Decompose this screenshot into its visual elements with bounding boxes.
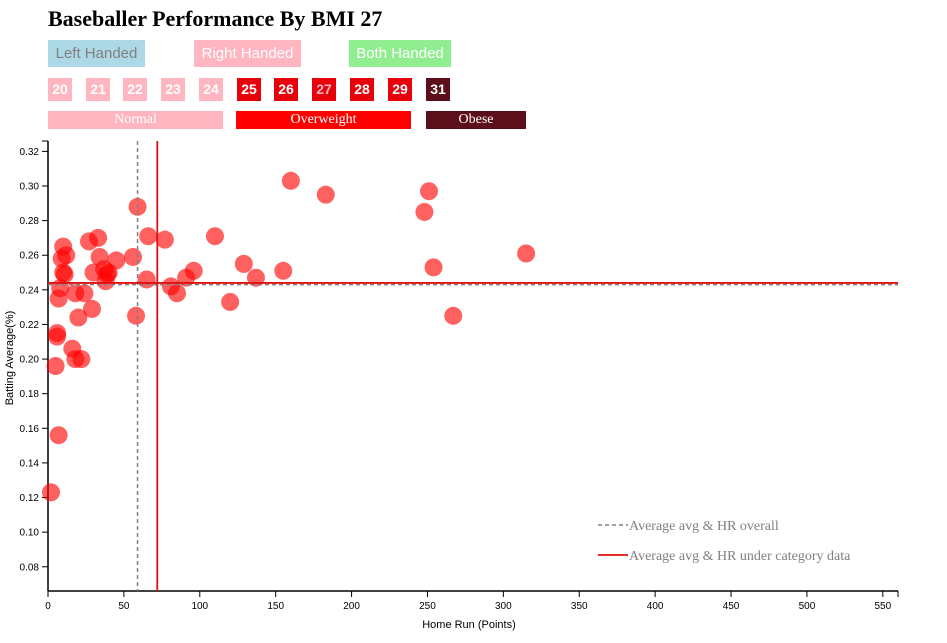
handedness-button-right-handed[interactable]: Right Handed (194, 40, 301, 67)
data-point (48, 327, 67, 346)
category-button-normal[interactable]: Normal (48, 111, 223, 129)
x-tick-label: 450 (723, 601, 740, 612)
data-point (124, 247, 142, 266)
data-point (246, 268, 265, 287)
y-tick-label: 0.28 (20, 216, 40, 227)
y-tick-label: 0.24 (20, 285, 40, 296)
x-tick-label: 400 (647, 601, 664, 612)
data-point (75, 284, 94, 303)
data-point (42, 483, 61, 502)
bmi-button-27[interactable]: 27 (312, 78, 336, 101)
data-point (107, 251, 126, 270)
data-point (139, 227, 158, 246)
y-tick-label: 0.22 (20, 320, 40, 331)
data-point (415, 202, 434, 221)
data-point (234, 254, 253, 273)
y-tick-label: 0.14 (20, 458, 40, 469)
x-tick-label: 50 (118, 601, 130, 612)
y-tick-label: 0.18 (20, 389, 40, 400)
data-point (274, 261, 293, 280)
y-axis-label: Batting Average(%) (4, 311, 16, 406)
handedness-button-left-handed[interactable]: Left Handed (48, 40, 145, 67)
data-point (316, 185, 335, 204)
data-point (424, 258, 443, 277)
data-point (419, 182, 438, 201)
x-tick-label: 200 (343, 601, 360, 612)
bmi-button-26[interactable]: 26 (274, 78, 298, 101)
bmi-button-28[interactable]: 28 (350, 78, 374, 101)
x-tick-label: 350 (571, 601, 588, 612)
y-tick-label: 0.26 (20, 251, 40, 262)
data-point (83, 299, 102, 318)
x-tick-label: 150 (267, 601, 284, 612)
bmi-button-25[interactable]: 25 (237, 78, 261, 101)
bmi-button-24[interactable]: 24 (199, 78, 223, 101)
data-point (281, 171, 300, 190)
y-tick-label: 0.08 (20, 562, 40, 573)
y-tick-label: 0.20 (20, 355, 40, 366)
x-tick-label: 0 (45, 601, 51, 612)
category-button-obese[interactable]: Obese (426, 111, 526, 129)
x-tick-label: 250 (419, 601, 436, 612)
data-point (69, 308, 88, 327)
data-point (72, 350, 91, 369)
data-point (55, 265, 74, 284)
handedness-button-both-handed[interactable]: Both Handed (349, 40, 451, 67)
x-tick-label: 500 (799, 601, 816, 612)
x-tick-label: 550 (874, 601, 891, 612)
y-tick-label: 0.16 (20, 424, 40, 435)
y-tick-label: 0.32 (20, 147, 40, 158)
y-tick-label: 0.12 (20, 493, 40, 504)
x-tick-label: 100 (191, 601, 208, 612)
bmi-button-29[interactable]: 29 (388, 78, 412, 101)
data-point (184, 261, 203, 280)
data-point (168, 284, 187, 303)
data-point (205, 227, 224, 246)
data-point (127, 306, 146, 325)
data-point (89, 228, 108, 247)
legend-label: Average avg & HR overall (629, 519, 779, 534)
data-point (57, 246, 76, 265)
bmi-button-23[interactable]: 23 (161, 78, 185, 101)
data-point (49, 426, 68, 445)
data-point (46, 357, 65, 375)
bmi-button-20[interactable]: 20 (48, 78, 72, 101)
data-point (137, 270, 156, 289)
chart-title: Baseballer Performance By BMI 27 (48, 6, 383, 31)
y-tick-label: 0.10 (20, 528, 40, 539)
category-button-overweight[interactable]: Overweight (236, 111, 411, 129)
bmi-button-31[interactable]: 31 (426, 78, 450, 101)
data-point (221, 292, 240, 311)
y-tick-label: 0.30 (20, 182, 40, 193)
data-point (155, 230, 174, 249)
bmi-button-22[interactable]: 22 (123, 78, 147, 101)
data-point (517, 244, 536, 263)
x-axis-label: Home Run (Points) (422, 619, 516, 631)
data-point (444, 306, 463, 325)
legend-label: Average avg & HR under category data (629, 549, 851, 564)
x-tick-label: 300 (495, 601, 512, 612)
bmi-button-21[interactable]: 21 (86, 78, 110, 101)
